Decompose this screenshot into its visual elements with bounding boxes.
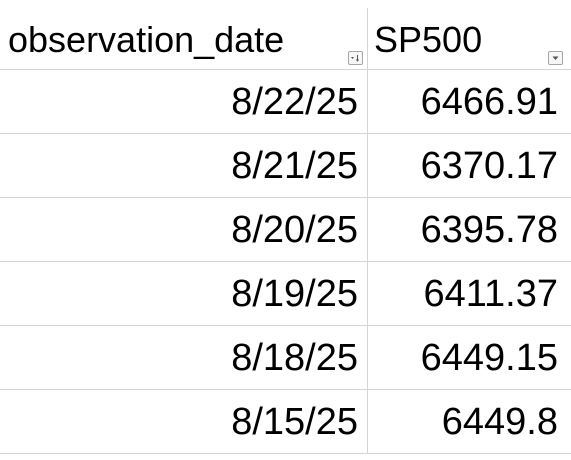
date-cell[interactable]: 8/15/25 [0,390,368,453]
date-cell[interactable]: 8/20/25 [0,198,368,261]
value-cell[interactable]: 6449.15 [420,337,558,379]
date-cell[interactable]: 8/21/25 [0,134,368,197]
filter-dropdown-icon[interactable] [548,51,563,65]
date-cell[interactable]: 8/18/25 [0,326,368,389]
table-row: 8/21/25 6370.17 [0,134,571,198]
value-cell[interactable]: 6395.78 [420,209,558,251]
table-row: 8/20/25 6395.78 [0,198,571,262]
column-header-observation-date[interactable]: observation_date [0,8,368,69]
value-cell[interactable]: 6370.17 [420,145,558,187]
value-cell[interactable]: 6466.91 [420,81,558,123]
column-header-label: SP500 [374,19,483,60]
column-header-sp500[interactable]: SP500 [368,8,571,69]
value-cell[interactable]: 6449.8 [441,401,558,443]
header-row: observation_date SP500 [0,8,571,70]
table-row: 8/18/25 6449.15 [0,326,571,390]
column-header-label: observation_date [8,19,285,60]
date-cell[interactable]: 8/22/25 [0,70,368,133]
sort-descending-filter-icon[interactable] [348,51,363,65]
date-cell[interactable]: 8/19/25 [0,262,368,325]
table-row: 8/22/25 6466.91 [0,70,571,134]
table-row: 8/15/25 6449.8 [0,390,571,454]
table-row: 8/19/25 6411.37 [0,262,571,326]
value-cell[interactable]: 6411.37 [423,273,558,315]
